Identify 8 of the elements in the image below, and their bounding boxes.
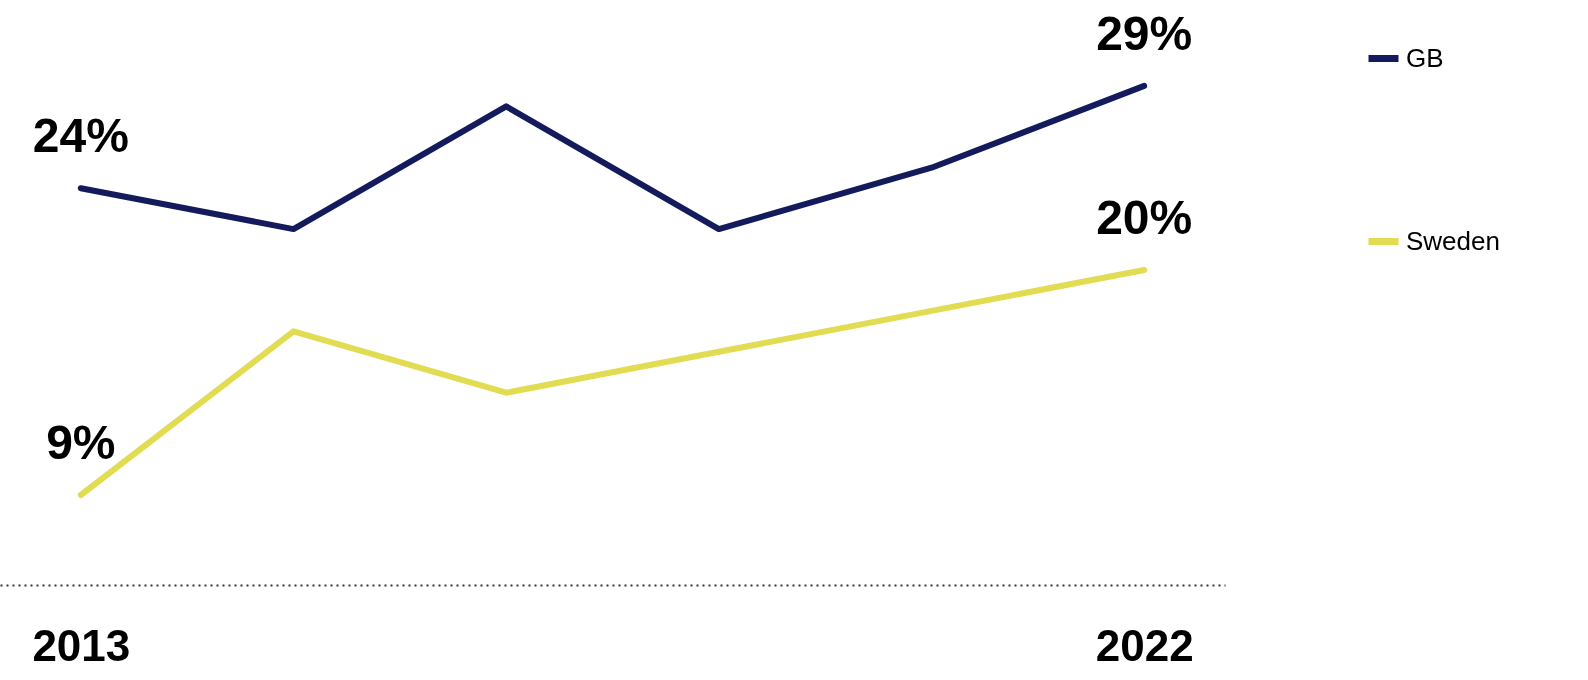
x-tick-label: 2022 (1095, 620, 1194, 670)
data-label: 29% (1096, 6, 1193, 60)
data-label: 9% (46, 416, 116, 469)
legend-label: Sweden (1406, 225, 1500, 256)
data-label: 20% (1096, 191, 1193, 244)
x-tick-label: 2013 (32, 620, 131, 670)
data-label: 24% (32, 109, 129, 163)
legend-label: GB (1406, 42, 1444, 73)
